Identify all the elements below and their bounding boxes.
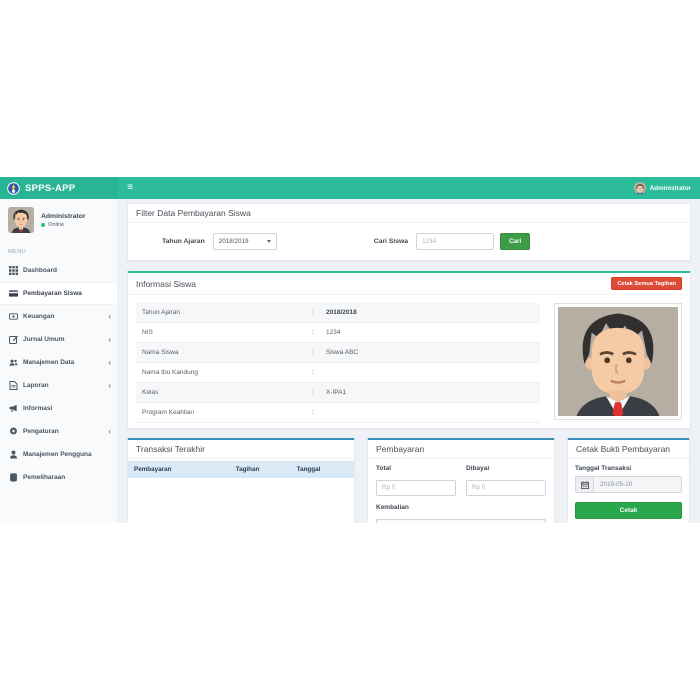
users-icon (9, 358, 18, 367)
student-photo (554, 303, 682, 420)
sidebar-item-jurnal-umum[interactable]: Jurnal Umum (0, 328, 117, 351)
sidebar-item-laporan[interactable]: Laporan (0, 374, 117, 397)
sidebar-user-panel: Administrator Online (0, 199, 117, 243)
app-title: SPPS-APP (25, 182, 76, 194)
table-row: Nama Ibu Kandung (136, 363, 540, 383)
money-card-icon (9, 312, 18, 321)
top-navbar: SPPS-APP ≡ Administrator (0, 177, 700, 199)
sidebar-avatar (8, 207, 34, 233)
grid-icon (9, 266, 18, 275)
sidebar-item-manajemen-data[interactable]: Manajemen Data (0, 351, 117, 374)
sidebar-item-informasi[interactable]: Informasi (0, 397, 117, 420)
database-icon (9, 473, 18, 482)
kembalian-label: Kembalian (376, 503, 409, 511)
kembalian-input[interactable] (376, 519, 546, 523)
chevron-left-icon (108, 313, 111, 321)
chevron-left-icon (108, 428, 111, 436)
cari-siswa-input[interactable] (416, 233, 495, 250)
transaksi-table-header: Pembayaran Tagihan Tanggal (128, 461, 354, 478)
main-content: Filter Data Pembayaran Siswa Tahun Ajara… (118, 199, 700, 523)
sidebar: Administrator Online MENU Dashboard Pemb… (0, 199, 118, 523)
table-row: Program Keahlian (136, 403, 540, 423)
caret-down-icon (266, 240, 271, 243)
sidebar-item-keuangan[interactable]: Keuangan (0, 305, 117, 328)
total-label: Total (376, 465, 392, 472)
bullhorn-icon (9, 404, 18, 413)
gear-icon (9, 427, 18, 436)
dibayar-label: Dibayar (466, 465, 490, 472)
user-menu[interactable]: Administrator (633, 182, 700, 194)
cari-siswa-label: Cari Siswa (373, 238, 409, 245)
pembayaran-panel: Pembayaran Total Dibayar Kembalian (367, 438, 555, 523)
pembayaran-panel-title: Pembayaran (368, 440, 554, 459)
chevron-left-icon (108, 336, 111, 344)
filter-panel-title: Filter Data Pembayaran Siswa (128, 204, 690, 223)
filter-panel: Filter Data Pembayaran Siswa Tahun Ajara… (127, 203, 691, 261)
tahun-ajaran-label: Tahun Ajaran (162, 238, 205, 245)
online-status: Online (41, 222, 86, 228)
navbar-username: Administrator (649, 184, 691, 192)
navbar-avatar (633, 182, 646, 194)
file-icon (9, 381, 18, 390)
total-input[interactable] (376, 479, 456, 496)
cetak-button[interactable]: Cetak (575, 502, 682, 519)
informasi-panel-title: Informasi Siswa (136, 278, 196, 289)
cetak-semua-tagihan-button[interactable]: Cetak Semua Tagihan (611, 277, 682, 290)
informasi-siswa-panel: Informasi Siswa Cetak Semua Tagihan Tahu… (127, 271, 691, 429)
online-dot-icon (41, 222, 45, 227)
chevron-left-icon (108, 359, 111, 367)
app-window: SPPS-APP ≡ Administrator Administrator O… (0, 177, 700, 523)
sidebar-username: Administrator (41, 212, 86, 220)
sidebar-item-manajemen-pengguna[interactable]: Manajemen Pengguna (0, 443, 117, 466)
cetak-bukti-panel: Cetak Bukti Pembayaran Tanggal Transaksi… (567, 438, 690, 523)
edit-icon (9, 335, 18, 344)
tanggal-transaksi-input[interactable]: 2019-05-20 (575, 476, 682, 493)
tanggal-transaksi-value: 2019-05-20 (594, 477, 681, 492)
column-header-pembayaran: Pembayaran (134, 466, 172, 473)
table-row: Nama SiswaSiswa ABC (136, 343, 540, 363)
column-header-tagihan: Tagihan (235, 466, 260, 473)
column-header-tanggal: Tanggal (296, 466, 321, 473)
menu-section-label: MENU (8, 249, 27, 255)
dibayar-input[interactable] (466, 479, 546, 496)
cetak-panel-title: Cetak Bukti Pembayaran (568, 440, 689, 459)
calendar-icon (576, 477, 594, 492)
brand-logo[interactable]: SPPS-APP (0, 177, 118, 199)
credit-card-icon (9, 289, 18, 298)
sidebar-item-pemeliharaan[interactable]: Pemeliharaan (0, 466, 117, 489)
sidebar-item-dashboard[interactable]: Dashboard (0, 259, 117, 282)
transaksi-terakhir-panel: Transaksi Terakhir Pembayaran Tagihan Ta… (127, 438, 355, 523)
transaksi-panel-title: Transaksi Terakhir (128, 440, 354, 459)
tahun-ajaran-select[interactable]: 2018/2019 (212, 233, 277, 250)
sidebar-item-pembayaran-siswa[interactable]: Pembayaran Siswa (0, 282, 117, 305)
table-row: NIS1234 (136, 323, 540, 343)
cari-button[interactable]: Cari (500, 233, 531, 250)
sidebar-toggle-icon[interactable]: ≡ (127, 182, 133, 193)
tanggal-transaksi-label: Tanggal Transaksi (575, 465, 632, 472)
table-row: KelasX-IPA1 (136, 383, 540, 403)
sidebar-item-pengaturan[interactable]: Pengaturan (0, 420, 117, 443)
chevron-left-icon (108, 382, 111, 390)
user-icon (9, 450, 18, 459)
ministry-logo-icon (7, 181, 20, 195)
